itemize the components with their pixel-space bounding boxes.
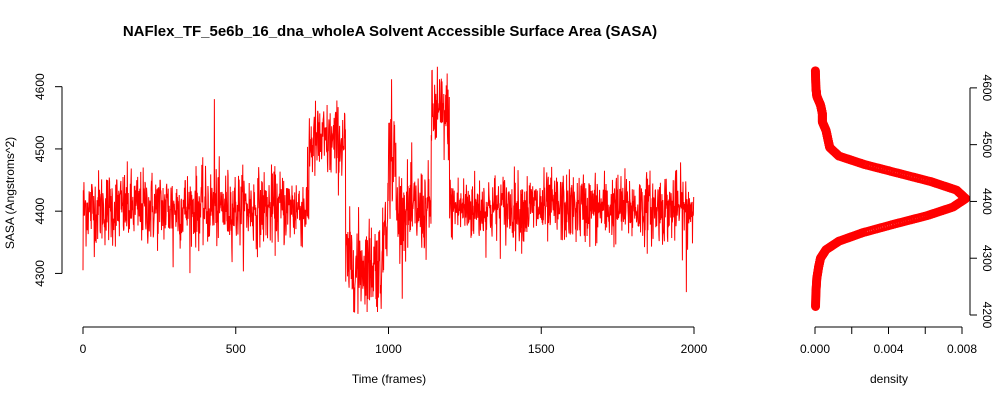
right-y-tick-label: 4600 (980, 75, 994, 102)
left-y-tick-label: 4400 (33, 198, 47, 225)
right-x-tick-label: 0.008 (947, 342, 977, 356)
right-x-axis-label: density (870, 372, 908, 386)
right-y-tick-label: 4300 (980, 245, 994, 272)
right-x-tick-label: 0.004 (873, 342, 903, 356)
left-y-axis-label: SASA (Angstroms^2) (3, 137, 17, 249)
sasa-series-line (82, 66, 695, 314)
right-y-tick-label: 4200 (980, 302, 994, 329)
left-y-tick-label: 4500 (33, 135, 47, 162)
left-y-tick-label: 4600 (33, 73, 47, 100)
left-x-axis-label: Time (frames) (352, 372, 426, 386)
right-x-tick-label: 0.000 (800, 342, 830, 356)
left-x-tick-label: 0 (80, 342, 87, 356)
left-x-tick-label: 500 (226, 342, 246, 356)
left-x-tick-label: 2000 (681, 342, 708, 356)
right-y-tick-label: 4500 (980, 131, 994, 158)
density-point (810, 66, 820, 76)
sasa-timeseries-plot: 0 500 1000 1500 2000 4300 4400 4500 4600 (33, 66, 708, 356)
left-y-tick-label: 4300 (33, 260, 47, 287)
chart-title: NAFlex_TF_5e6b_16_dna_wholeA Solvent Acc… (123, 23, 657, 40)
right-y-tick-label: 4400 (980, 188, 994, 215)
left-x-tick-label: 1000 (375, 342, 402, 356)
left-x-tick-label: 1500 (528, 342, 555, 356)
